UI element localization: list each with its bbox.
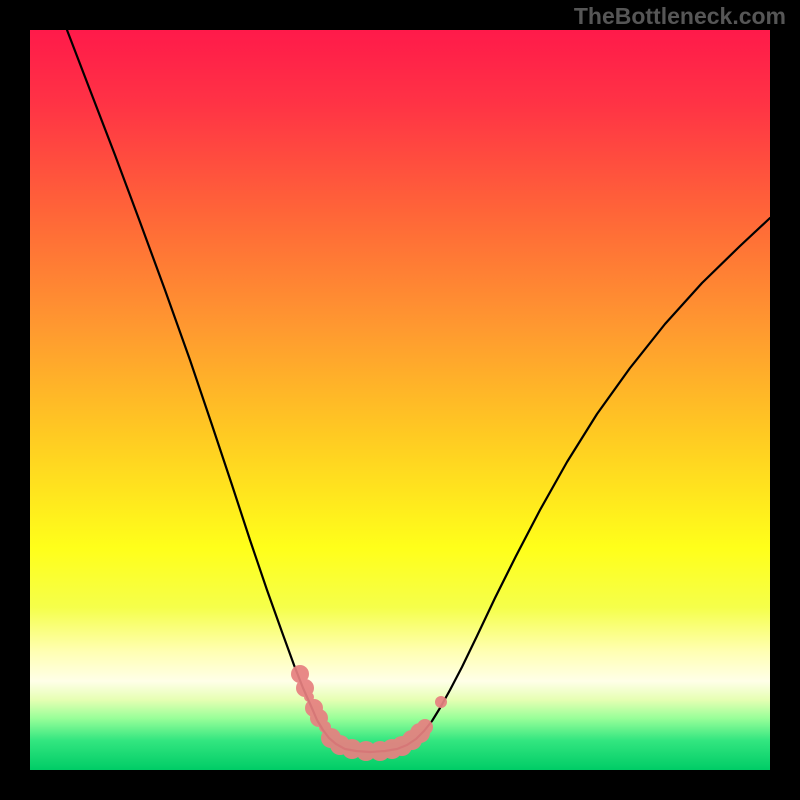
curve-overlay — [0, 0, 800, 800]
bottleneck-curve — [67, 30, 770, 752]
highlight-bead — [417, 719, 433, 735]
watermark-text: TheBottleneck.com — [574, 3, 786, 30]
chart-container: TheBottleneck.com — [0, 0, 800, 800]
highlight-beads — [291, 665, 447, 761]
highlight-bead — [435, 696, 447, 708]
